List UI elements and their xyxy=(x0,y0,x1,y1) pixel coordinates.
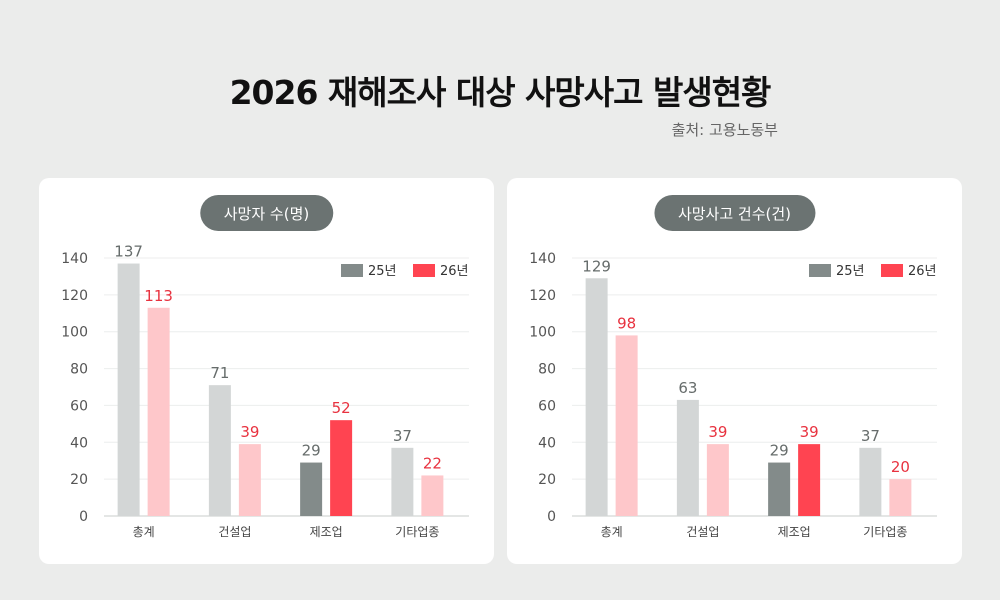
y-tick-label: 60 xyxy=(538,398,556,414)
bar-25년-기타업종 xyxy=(391,447,414,516)
bar-25년-제조업 xyxy=(300,462,323,516)
x-tick-label: 기타업종 xyxy=(395,525,439,539)
data-label: 71 xyxy=(210,364,229,382)
chart-title-deaths: 사망자 수(명) xyxy=(199,195,334,231)
source-note: 출처: 고용노동부 xyxy=(671,121,778,139)
bar-chart-accidents: 0 20 40 60 80 100 120 140 129 98 총계 63 39 건설업 29 39 제조업 3… xyxy=(529,251,937,539)
y-tick-label: 20 xyxy=(70,472,88,488)
x-tick-label: 기타업종 xyxy=(863,525,907,539)
y-tick-label: 140 xyxy=(61,251,88,267)
data-label: 39 xyxy=(800,423,819,441)
data-label: 29 xyxy=(770,442,789,460)
legend-label: 26년 xyxy=(908,264,937,279)
bar-26년-기타업종 xyxy=(889,479,912,516)
chart-title-accidents: 사망사고 건수(건) xyxy=(653,195,816,231)
x-tick-label: 제조업 xyxy=(778,525,811,539)
y-tick-label: 120 xyxy=(529,288,556,304)
legend-swatch xyxy=(413,264,435,277)
y-tick-label: 140 xyxy=(529,251,556,267)
bar-25년-건설업 xyxy=(676,399,699,516)
y-tick-label: 60 xyxy=(70,398,88,414)
bar-26년-총계 xyxy=(147,307,170,516)
y-tick-label: 100 xyxy=(61,325,88,341)
y-tick-label: 80 xyxy=(538,362,556,378)
legend-label: 26년 xyxy=(440,264,469,279)
legend-swatch xyxy=(809,264,831,277)
bar-25년-건설업 xyxy=(208,385,231,516)
data-label: 37 xyxy=(861,427,880,445)
y-tick-label: 40 xyxy=(70,435,88,451)
data-label: 137 xyxy=(114,243,143,261)
data-label: 113 xyxy=(144,287,173,305)
y-tick-label: 0 xyxy=(79,509,88,525)
y-tick-label: 100 xyxy=(529,325,556,341)
bar-25년-제조업 xyxy=(768,462,791,516)
y-tick-label: 20 xyxy=(538,472,556,488)
bar-26년-건설업 xyxy=(238,444,261,516)
data-label: 129 xyxy=(582,257,611,275)
bar-25년-기타업종 xyxy=(859,447,882,516)
chart-panel-deaths: 사망자 수(명) 0 20 40 60 80 100 120 140 137 113 총계 71 39 건… xyxy=(39,178,494,564)
bar-25년-총계 xyxy=(585,278,608,516)
legend-label: 25년 xyxy=(368,264,397,279)
bar-25년-총계 xyxy=(117,263,140,516)
y-tick-label: 120 xyxy=(61,288,88,304)
y-tick-label: 0 xyxy=(547,509,556,525)
data-label: 39 xyxy=(708,423,727,441)
data-label: 37 xyxy=(393,427,412,445)
data-label: 22 xyxy=(423,454,442,472)
data-label: 63 xyxy=(678,379,697,397)
bar-chart-deaths: 0 20 40 60 80 100 120 140 137 113 총계 71 39 건설업 29 52 제조업… xyxy=(61,243,469,539)
data-label: 20 xyxy=(891,458,910,476)
bar-26년-제조업 xyxy=(330,420,353,516)
x-tick-label: 건설업 xyxy=(218,525,251,539)
bar-26년-건설업 xyxy=(706,444,729,516)
chart-panel-accidents: 사망사고 건수(건) 0 20 40 60 80 100 120 140 129 98 총계 63 39… xyxy=(507,178,962,564)
y-tick-label: 80 xyxy=(70,362,88,378)
data-label: 52 xyxy=(332,399,351,417)
page-title: 2026 재해조사 대상 사망사고 발생현황 xyxy=(229,73,772,112)
legend-swatch xyxy=(881,264,903,277)
x-tick-label: 총계 xyxy=(601,525,623,539)
bar-26년-기타업종 xyxy=(421,475,444,516)
y-tick-label: 40 xyxy=(538,435,556,451)
data-label: 39 xyxy=(240,423,259,441)
bar-26년-제조업 xyxy=(798,444,821,516)
data-label: 29 xyxy=(302,442,321,460)
legend-swatch xyxy=(341,264,363,277)
x-tick-label: 건설업 xyxy=(686,525,719,539)
legend-label: 25년 xyxy=(836,264,865,279)
bar-26년-총계 xyxy=(615,335,638,516)
x-tick-label: 제조업 xyxy=(310,525,343,539)
x-tick-label: 총계 xyxy=(133,525,155,539)
data-label: 98 xyxy=(617,314,636,332)
